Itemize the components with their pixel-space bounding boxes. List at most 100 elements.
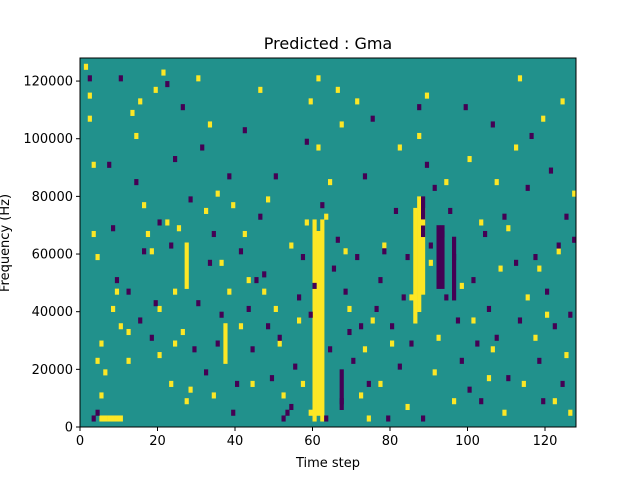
heatmap-cell-low [382,248,387,255]
heatmap-cell-high [552,398,557,405]
heatmap-cell-high [432,369,437,376]
heatmap-cell-low [207,259,213,266]
heatmap-cell-high [424,92,430,99]
heatmap-cell-high [169,380,174,387]
heatmap-cell-low [196,300,201,307]
heatmap-cell-low [436,271,441,278]
heatmap-cell-low [421,196,426,238]
heatmap-cell-low [486,305,492,312]
x-tick-label: 80 [382,434,399,449]
heatmap-cell-high [537,265,542,272]
x-axis-label: Time step [295,456,360,471]
heatmap-cell-high [111,415,116,422]
heatmap-cell-low [502,213,507,220]
heatmap-cell-low [258,213,263,220]
heatmap-cell-high [413,207,418,324]
heatmap-cell-high [316,144,321,151]
heatmap-cell-high [242,230,247,238]
heatmap-cell-low [95,409,100,416]
heatmap-cell-high [328,179,333,186]
heatmap-cell-high [572,190,577,197]
heatmap-cell-high [362,346,368,353]
heatmap-cell-high [525,294,530,301]
heatmap-cell-high [390,340,395,347]
heatmap-cell-low [541,398,546,405]
heatmap-cell-high [114,415,120,422]
heatmap-cell-low [393,207,399,214]
heatmap-cell-high [118,323,123,330]
heatmap-cell-high [502,409,507,416]
heatmap-cell-high [99,340,104,347]
heatmap-cell-low [157,219,162,226]
heatmap-cell-low [545,288,550,295]
heatmap-cell-high [223,323,228,359]
heatmap-cell-high [370,317,375,324]
heatmap-cell-high [343,248,348,255]
heatmap-cell-low [417,104,422,111]
heatmap-cell-high [417,132,422,140]
heatmap-cell-high [560,98,565,105]
heatmap-cell-high [126,357,131,364]
x-axis-ticks: 0 20 40 60 80 100 120 [76,427,558,449]
heatmap-cell-low [355,254,360,261]
heatmap-cell-low [475,340,480,347]
heatmap-cell-high [421,219,426,226]
heatmap-cell-low [421,415,426,422]
heatmap-cell-low [308,311,313,318]
x-tick-label: 100 [455,434,480,449]
heatmap-cell-low [118,75,123,82]
heatmap-cell-low [192,346,197,353]
heatmap-cell-high [165,219,170,226]
heatmap-cell-low [235,380,240,387]
heatmap-cell-high [467,156,472,163]
heatmap-cell-low [455,317,461,324]
heatmap-cell-low [324,415,329,422]
heatmap-cell-high [355,98,360,105]
heatmap-cell-high [444,179,449,186]
heatmap-cell-low [440,230,445,238]
heatmap-cell-low [424,161,430,168]
heatmap-cell-low [471,277,476,284]
heatmap-cell-low [568,311,573,318]
heatmap-cell-high [304,219,309,226]
heatmap-cell-low [269,375,275,382]
heatmap-cell-high [494,179,499,186]
plot-frame [79,57,577,428]
y-tick-label: 80000 [32,190,73,205]
heatmap-cell-low [432,184,437,191]
heatmap-cell-low [312,282,317,289]
heatmap-cell-low [320,202,325,209]
heatmap-cell-low [405,254,410,261]
heatmap-cell-low [211,230,216,238]
heatmap-cell-high [324,213,329,220]
heatmap-cell-low [254,277,259,284]
heatmap-cell-low [339,369,344,410]
heatmap-cell-low [246,305,251,312]
heatmap-cell-high [479,219,484,226]
heatmap-cell-low [525,184,530,191]
x-tick-label: 120 [533,434,558,449]
heatmap-cell-high [405,403,410,411]
heatmap-cell-low [250,346,255,353]
y-tick-label: 20000 [32,363,73,378]
heatmap-cell-high [126,328,131,336]
heatmap-cell-high [118,415,123,422]
heatmap-cell-high [281,392,286,399]
heatmap-cell-low [285,409,290,416]
heatmap-cell-high [273,305,278,312]
heatmap-cell-low [409,340,414,347]
heatmap-cell-low [111,225,116,232]
plot-area [79,57,577,428]
heatmap-cell-high [91,230,96,238]
heatmap-cell-high [339,121,344,128]
heatmap-cell-low [347,328,352,336]
heatmap-cell-low [517,317,523,324]
heatmap-cell-high [471,317,476,324]
heatmap-cell-low [529,132,534,140]
heatmap-cell-high [428,259,433,266]
y-tick-label: 120000 [23,75,73,90]
heatmap-cell-low [440,225,445,289]
heatmap-cell-low [304,138,309,145]
heatmap-cell-high [514,144,519,151]
